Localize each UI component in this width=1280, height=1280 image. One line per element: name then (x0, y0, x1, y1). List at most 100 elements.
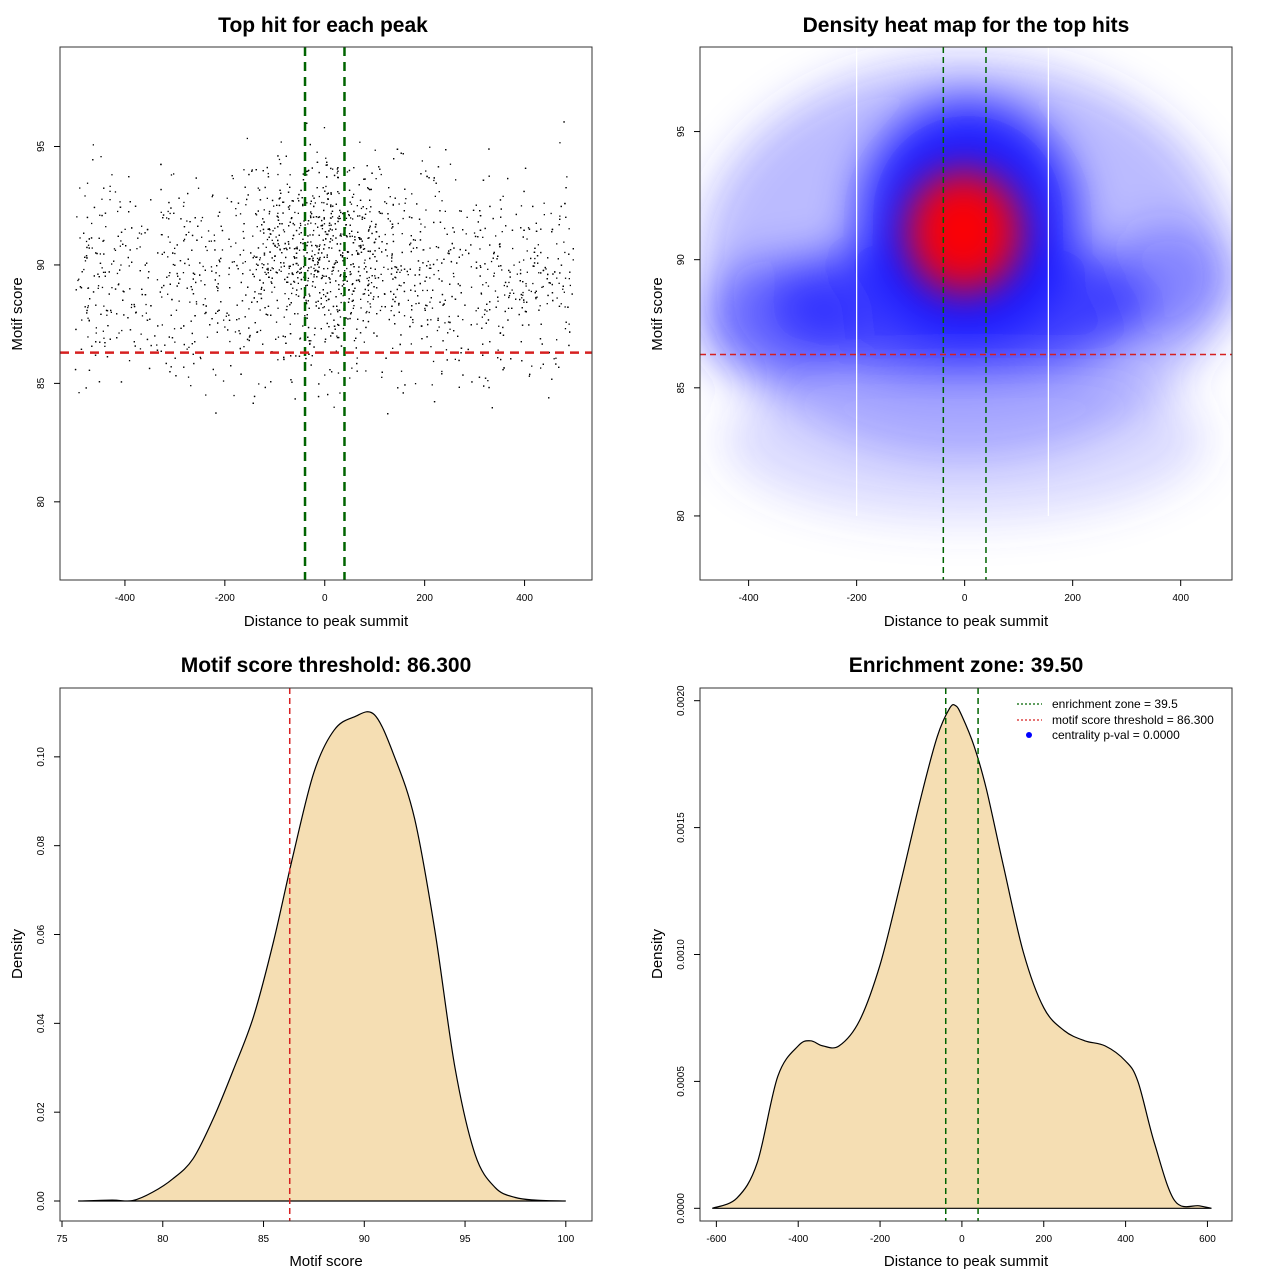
scatter-point (400, 370, 403, 372)
scatter-point (429, 301, 431, 303)
scatter-point (441, 370, 443, 373)
scatter-point (343, 283, 345, 285)
scatter-point (302, 325, 304, 327)
scatter-point (307, 170, 309, 172)
scatter-point (195, 281, 197, 284)
scatter-point (283, 262, 285, 264)
scatter-point (326, 193, 328, 195)
scatter-point (330, 167, 332, 170)
scatter-point (191, 249, 193, 251)
scatter-point (308, 307, 310, 309)
scatter-point (248, 173, 250, 176)
scatter-point (284, 242, 286, 245)
scatter-point (571, 293, 573, 295)
scatter-point (196, 239, 198, 241)
scatter-point (330, 212, 332, 215)
scatter-point (392, 226, 394, 228)
scatter-point (323, 218, 325, 220)
scatter-point (289, 304, 291, 306)
scatter-point (520, 341, 522, 343)
scatter-point (518, 313, 520, 316)
scatter-point (99, 253, 101, 255)
scatter-point (419, 267, 421, 269)
scatter-point (352, 299, 354, 302)
heat-peak-red (934, 200, 990, 260)
scatter-point (359, 247, 362, 249)
scatter-point (302, 249, 305, 251)
scatter-point (496, 258, 498, 260)
scatter-point (448, 252, 450, 255)
scatter-point (540, 251, 542, 254)
scatter-point (352, 307, 354, 309)
scatter-point (366, 277, 368, 280)
scatter-point (394, 276, 396, 278)
scatter-point (221, 249, 224, 251)
scatter-point (167, 210, 169, 213)
scatter-point (187, 376, 190, 378)
scatter-point (426, 265, 428, 267)
scatter-point (498, 243, 501, 246)
scatter-point (311, 259, 314, 261)
scatter-point (316, 187, 318, 189)
scatter-point (320, 225, 322, 227)
scatter-point (179, 278, 181, 280)
scatter-point (508, 269, 510, 272)
scatter-point (310, 266, 312, 268)
scatter-point (326, 254, 328, 256)
scatter-point (199, 356, 201, 358)
scatter-point (325, 282, 327, 284)
scatter-point (122, 290, 124, 292)
scatter-point (315, 244, 317, 247)
scatter-point (488, 175, 490, 177)
scatter-point (362, 248, 365, 250)
scatter-point (387, 213, 389, 215)
scatter-point (443, 303, 445, 305)
scatter-point (324, 231, 327, 233)
scatter-point (78, 278, 80, 280)
scatter-y-tick-label: 85 (36, 377, 47, 389)
scatter-point (294, 313, 296, 315)
scatter-point (445, 149, 447, 151)
scatter-point (272, 268, 274, 270)
scatter-point (484, 263, 486, 265)
scatter-point (406, 270, 408, 273)
scatter-point (365, 266, 367, 268)
scatter-point (183, 240, 185, 242)
scatter-point (337, 191, 339, 193)
scatter-point (311, 167, 313, 169)
scatter-point (80, 287, 83, 289)
scatter-point (449, 163, 452, 165)
scatter-point (433, 401, 436, 403)
scatter-point (350, 203, 353, 205)
scatter-point (235, 242, 237, 244)
scatter-point (172, 263, 174, 266)
scatter-point (229, 287, 231, 289)
scatter-point (220, 225, 222, 227)
scatter-point (481, 316, 483, 318)
scatter-point (367, 250, 369, 252)
scatter-point (280, 141, 282, 143)
scatter-point (86, 216, 89, 219)
scatter-point (553, 358, 555, 360)
scatter-point (374, 256, 376, 258)
scatter-point (140, 233, 143, 235)
scatter-point (366, 310, 368, 313)
scatter-point (267, 172, 269, 175)
scatter-point (305, 299, 307, 301)
scatter-x-axis: -400 -200 0 200 400 (115, 580, 533, 604)
scatter-point (302, 238, 304, 240)
scatter-point (404, 188, 406, 190)
scatter-point (161, 234, 163, 236)
scatter-point (93, 275, 95, 277)
scatter-point (402, 217, 404, 220)
scatter-point (190, 385, 192, 387)
scatter-point (359, 332, 362, 334)
scatter-point (470, 244, 472, 246)
scatter-point (482, 354, 484, 356)
scatter-point (286, 276, 289, 278)
scatter-point (466, 216, 468, 218)
scatter-point (288, 273, 290, 275)
scatter-point (217, 322, 219, 324)
scatter-point (122, 243, 124, 245)
scatter-point (329, 278, 331, 280)
